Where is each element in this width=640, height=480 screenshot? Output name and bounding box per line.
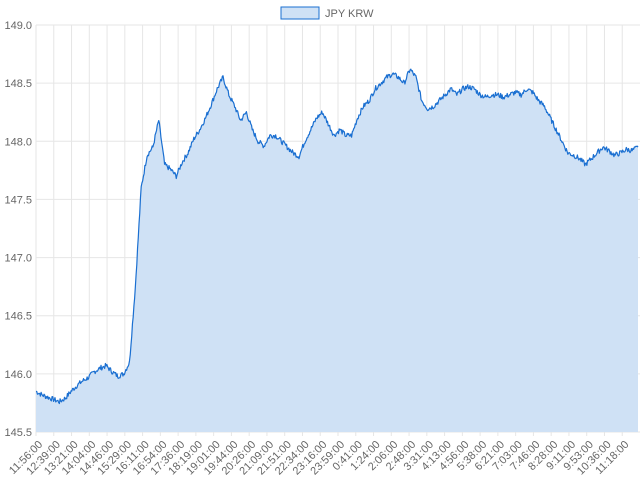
y-axis-tick-labels: 145.5 146.0 146.5 147.0 147.5 148.0 148.5 149.0 (4, 20, 32, 439)
series-line (35, 68, 639, 405)
series-area-fill (36, 69, 638, 432)
y-tick-label-6: 148.5 (4, 78, 32, 90)
y-tick-label-5: 148.0 (4, 136, 32, 148)
y-tick-label-2: 146.5 (4, 311, 32, 323)
x-axis-tick-labels: 11:56:0012:39:0013:21:0014:04:0014:46:00… (7, 439, 631, 478)
y-tick-label-4: 147.5 (4, 194, 32, 206)
legend-label: JPY KRW (325, 8, 374, 20)
y-tick-label-1: 146.0 (4, 369, 32, 381)
y-tick-label-7: 149.0 (4, 20, 32, 32)
y-tick-label-0: 145.5 (4, 427, 32, 439)
legend-swatch (280, 6, 320, 20)
y-tick-label-3: 147.0 (4, 253, 32, 265)
chart-legend[interactable]: JPY KRW (280, 6, 374, 20)
